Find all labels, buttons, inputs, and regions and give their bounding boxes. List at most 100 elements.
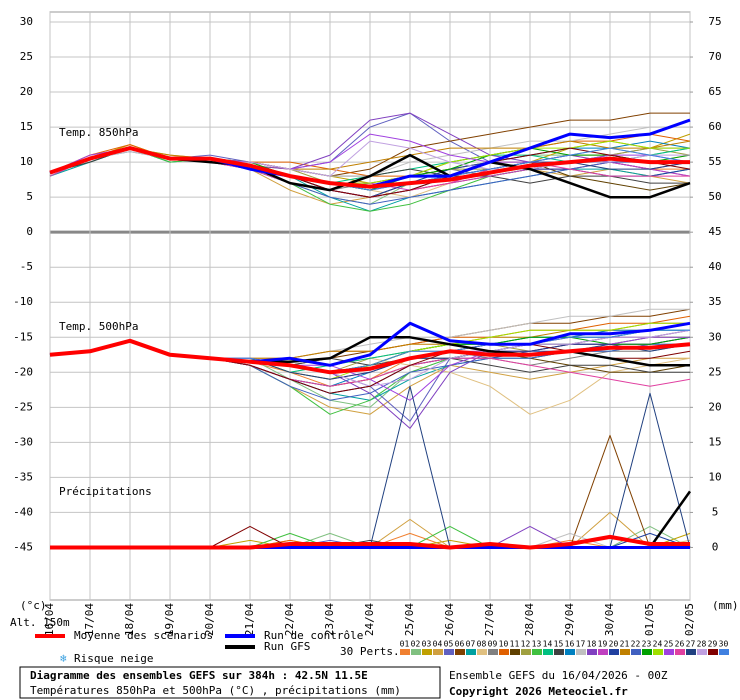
y-tick-label: -30 bbox=[13, 435, 33, 448]
legend-swatch bbox=[477, 649, 487, 655]
legend-label: 11 bbox=[510, 640, 520, 649]
y-axis-label: (°c) bbox=[20, 599, 47, 612]
x-tick-label: 29/04 bbox=[563, 603, 576, 636]
panel-label: Temp. 850hPa bbox=[59, 126, 138, 139]
y2-tick-label: 65 bbox=[708, 85, 721, 98]
legend-label: 17 bbox=[576, 640, 586, 649]
legend-label: 01 bbox=[400, 640, 410, 649]
x-tick-label: 23/04 bbox=[323, 603, 336, 636]
altitude: Alt. 150m bbox=[10, 616, 70, 629]
legend-swatch bbox=[708, 649, 718, 655]
legend-label: 29 bbox=[708, 640, 718, 649]
legend-label: Run GFS bbox=[264, 640, 310, 653]
x-tick-label: 28/04 bbox=[523, 603, 536, 636]
x-tick-label: 18/04 bbox=[123, 603, 136, 636]
y2-tick-label: 20 bbox=[708, 400, 721, 413]
legend-label: 06 bbox=[455, 640, 465, 649]
legend-label: 28 bbox=[697, 640, 707, 649]
panel-label: Temp. 500hPa bbox=[59, 320, 138, 333]
legend-label: 23 bbox=[642, 640, 652, 649]
legend-label: 16 bbox=[565, 640, 575, 649]
legend-label: 04 bbox=[433, 640, 443, 649]
legend-label: 05 bbox=[444, 640, 454, 649]
legend-swatch bbox=[510, 649, 520, 655]
legend-swatch bbox=[422, 649, 432, 655]
x-tick-label: 24/04 bbox=[363, 603, 376, 636]
y-tick-label: -40 bbox=[13, 505, 33, 518]
legend-label: 12 bbox=[521, 640, 531, 649]
legend-label: 24 bbox=[653, 640, 663, 649]
y2-tick-label: 40 bbox=[708, 260, 721, 273]
y2-axis-label: (mm) bbox=[712, 599, 739, 612]
y2-tick-label: 15 bbox=[708, 435, 721, 448]
legend-label: 07 bbox=[466, 640, 476, 649]
y-tick-label: 20 bbox=[20, 85, 33, 98]
copyright: Copyright 2026 Meteociel.fr bbox=[449, 685, 628, 698]
x-tick-label: 17/04 bbox=[83, 603, 96, 636]
panel-label: Précipitations bbox=[59, 485, 152, 498]
legend-label: 02 bbox=[411, 640, 421, 649]
legend-label: 10 bbox=[499, 640, 509, 649]
legend-label: 15 bbox=[554, 640, 564, 649]
legend-label: 27 bbox=[686, 640, 696, 649]
legend-swatch bbox=[466, 649, 476, 655]
legend-swatch bbox=[488, 649, 498, 655]
legend-label: 03 bbox=[422, 640, 432, 649]
legend-swatch bbox=[433, 649, 443, 655]
legend-label: Run de contrôle bbox=[264, 629, 363, 642]
legend-swatch bbox=[543, 649, 553, 655]
legend-swatch bbox=[400, 649, 410, 655]
y-tick-label: -35 bbox=[13, 470, 33, 483]
legend-swatch bbox=[576, 649, 586, 655]
legend-label: 13 bbox=[532, 640, 542, 649]
legend-swatch bbox=[499, 649, 509, 655]
legend-swatch bbox=[587, 649, 597, 655]
legend-swatch bbox=[521, 649, 531, 655]
legend-label: 18 bbox=[587, 640, 597, 649]
series-line bbox=[49, 140, 691, 174]
legend-swatch bbox=[565, 649, 575, 655]
x-tick-label: 27/04 bbox=[483, 603, 496, 636]
legend-swatch bbox=[719, 649, 729, 655]
legend-swatch bbox=[411, 649, 421, 655]
y2-tick-label: 35 bbox=[708, 295, 721, 308]
series-line bbox=[49, 146, 690, 189]
legend-label: 21 bbox=[620, 640, 630, 649]
title-box bbox=[19, 666, 441, 699]
legend-label: 25 bbox=[664, 640, 674, 649]
grid bbox=[49, 12, 691, 600]
legend-swatch bbox=[554, 649, 564, 655]
y2-tick-label: 75 bbox=[708, 15, 721, 28]
legend-swatch bbox=[444, 649, 454, 655]
y-tick-label: 25 bbox=[20, 50, 33, 63]
x-tick-label: 22/04 bbox=[283, 603, 296, 636]
series-layer bbox=[49, 112, 692, 550]
y2-tick-label: 30 bbox=[708, 330, 721, 343]
y-tick-label: -20 bbox=[13, 365, 33, 378]
legend-label: 26 bbox=[675, 640, 685, 649]
y2-tick-label: 60 bbox=[708, 120, 721, 133]
legend-label: Moyenne des scénarios bbox=[74, 629, 213, 642]
x-tick-label: 21/04 bbox=[243, 603, 256, 636]
x-tick-label: 26/04 bbox=[443, 603, 456, 636]
y2-tick-label: 5 bbox=[712, 505, 719, 518]
x-tick-label: 02/05 bbox=[683, 603, 696, 636]
snow-icon: ❄ bbox=[60, 652, 67, 665]
legend-swatch bbox=[675, 649, 685, 655]
legend-label: 09 bbox=[488, 640, 498, 649]
y-tick-label: -25 bbox=[13, 400, 33, 413]
legend-swatch bbox=[642, 649, 652, 655]
y2-tick-label: 25 bbox=[708, 365, 721, 378]
x-tick-label: 16/04 bbox=[43, 603, 56, 636]
legend-label: 22 bbox=[631, 640, 641, 649]
perts-label: 30 Perts. bbox=[340, 645, 400, 658]
legend-swatch bbox=[620, 649, 630, 655]
legend-label: 20 bbox=[609, 640, 619, 649]
x-tick-label: 01/05 bbox=[643, 603, 656, 636]
legend-swatch bbox=[653, 649, 663, 655]
y2-tick-label: 10 bbox=[708, 470, 721, 483]
y2-tick-label: 70 bbox=[708, 50, 721, 63]
chart-title: Diagramme des ensembles GEFS sur 384h : … bbox=[30, 669, 368, 682]
y-tick-label: 5 bbox=[26, 190, 33, 203]
legend-swatch bbox=[598, 649, 608, 655]
